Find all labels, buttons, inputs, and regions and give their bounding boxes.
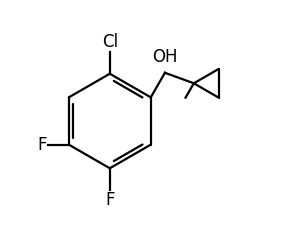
Text: F: F [37, 136, 46, 154]
Text: Cl: Cl [102, 33, 118, 51]
Text: OH: OH [152, 48, 178, 66]
Text: F: F [105, 191, 115, 209]
